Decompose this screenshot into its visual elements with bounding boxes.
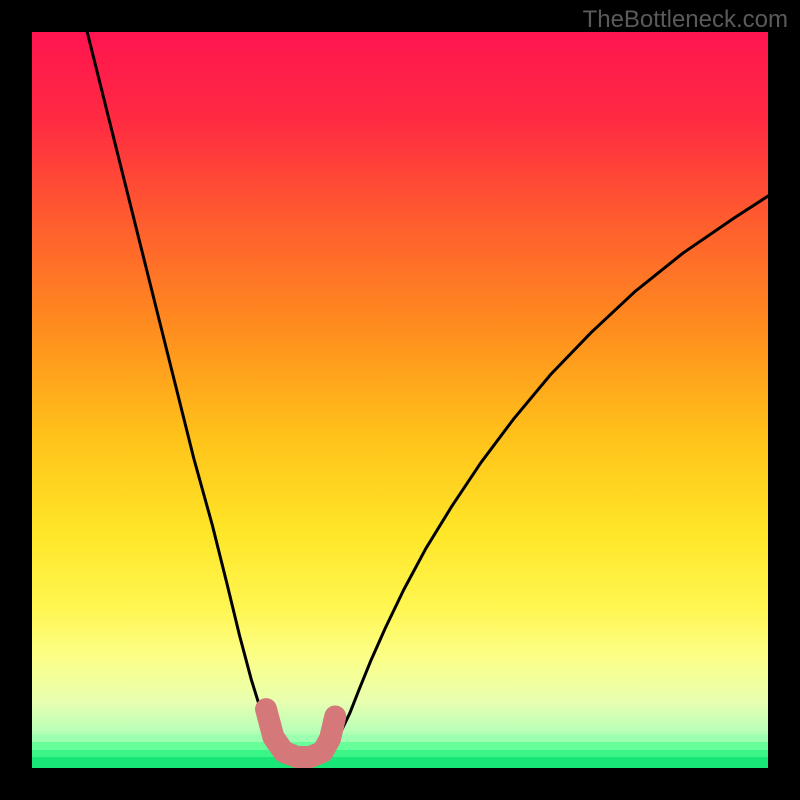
watermark-text: TheBottleneck.com xyxy=(583,6,788,34)
optimal-marker xyxy=(266,709,335,757)
bottleneck-curve xyxy=(84,32,768,758)
curve-layer xyxy=(32,32,768,768)
plot-area xyxy=(32,32,768,768)
chart-container: TheBottleneck.com xyxy=(0,0,800,800)
